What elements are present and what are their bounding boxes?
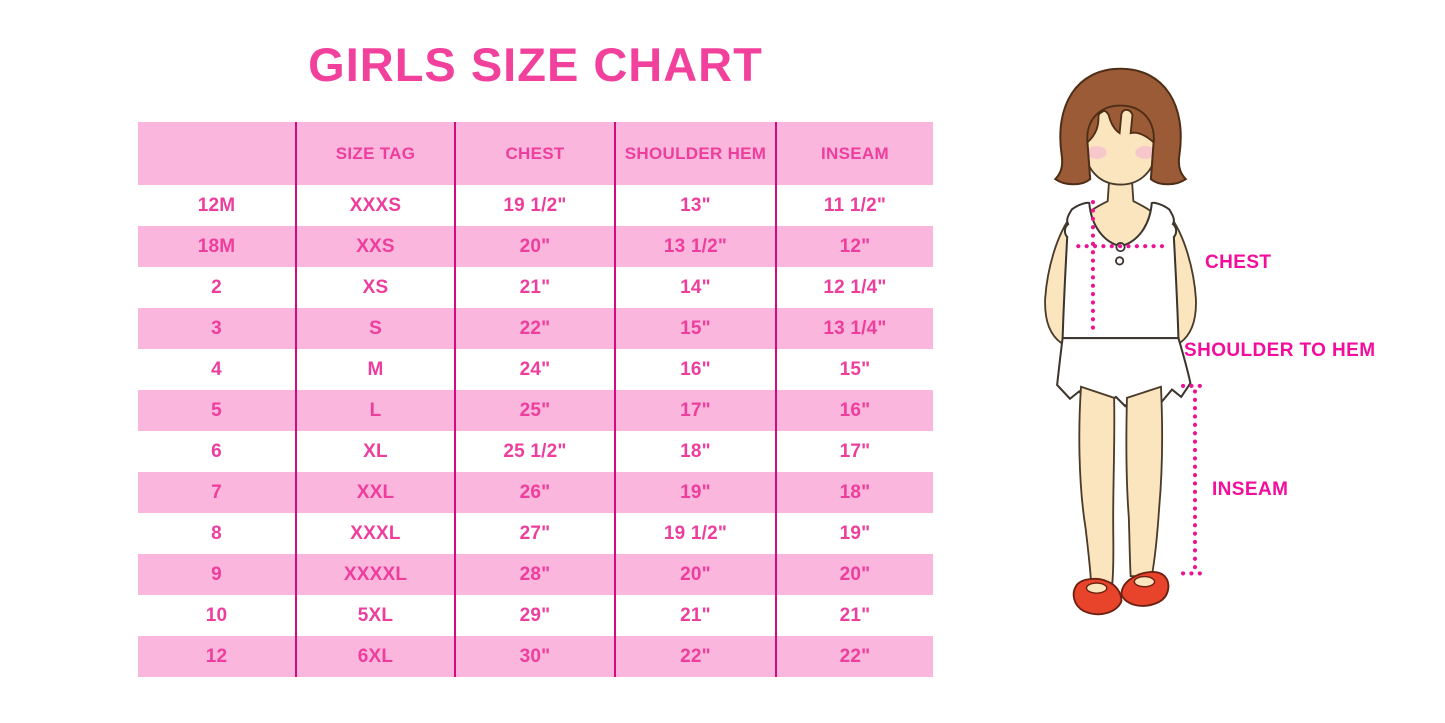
table-cell: XS bbox=[297, 267, 456, 308]
table-cell: 19" bbox=[839, 522, 871, 544]
table-cell: 19 1/2" bbox=[616, 513, 777, 554]
table-cell: 2 bbox=[138, 267, 297, 308]
girl-shoe-opening bbox=[1133, 575, 1156, 588]
table-cell: 12 1/4" bbox=[823, 276, 887, 298]
column-header: SIZE TAG bbox=[297, 122, 456, 185]
table-cell: 12M bbox=[138, 185, 297, 226]
table-cell: 10 bbox=[138, 595, 297, 636]
measurement-figure: CHEST SHOULDER TO HEM INSEAM bbox=[990, 55, 1445, 680]
table-cell: XXL bbox=[297, 472, 456, 513]
table-cell: 25 1/2" bbox=[456, 431, 616, 472]
header-row: SIZE TAG CHEST SHOULDER HEM INSEAM bbox=[138, 122, 933, 185]
table-cell: 20" bbox=[839, 563, 871, 585]
table-row: 12M XXXS 19 1/2" 13" 11 1/2" bbox=[138, 185, 933, 226]
page-title: GIRLS SIZE CHART bbox=[308, 38, 763, 91]
table-cell: 19" bbox=[616, 472, 777, 513]
girl-shoe bbox=[1072, 577, 1123, 616]
table-cell: 26" bbox=[456, 472, 616, 513]
table-cell: 22" bbox=[839, 645, 871, 667]
table-cell: 5XL bbox=[297, 595, 456, 636]
table-cell: 24" bbox=[456, 349, 616, 390]
button-detail bbox=[1115, 256, 1125, 266]
table-cell: 15" bbox=[616, 308, 777, 349]
size-table: SIZE TAG CHEST SHOULDER HEM INSEAM 12M XXXS 19… bbox=[138, 122, 933, 677]
table-cell: 12 bbox=[138, 636, 297, 677]
column-header bbox=[138, 122, 297, 185]
girl-legs bbox=[1078, 385, 1116, 585]
table-row: 9 XXXXL 28" 20" 20" bbox=[138, 554, 933, 595]
table-cell: 13 1/4" bbox=[823, 317, 887, 339]
girl-legs bbox=[1125, 385, 1164, 578]
table-cell: 12" bbox=[839, 235, 871, 257]
table-cell: 27" bbox=[456, 513, 616, 554]
table-row: 5 L 25" 17" 16" bbox=[138, 390, 933, 431]
table-cell: 6 bbox=[138, 431, 297, 472]
table-cell: XXS bbox=[297, 226, 456, 267]
table-cell: 29" bbox=[456, 595, 616, 636]
table-cell: 9 bbox=[138, 554, 297, 595]
table-cell: 16" bbox=[616, 349, 777, 390]
table-row: 8 XXXL 27" 19 1/2" 19" bbox=[138, 513, 933, 554]
table-cell: XXXXL bbox=[297, 554, 456, 595]
table-cell: 18" bbox=[616, 431, 777, 472]
table-cell: 5 bbox=[138, 390, 297, 431]
table-cell: XL bbox=[297, 431, 456, 472]
table-cell: 13 1/2" bbox=[616, 226, 777, 267]
table-cell: 6XL bbox=[297, 636, 456, 677]
table-row: 12 6XL 30" 22" 22" bbox=[138, 636, 933, 677]
table-cell: 30" bbox=[456, 636, 616, 677]
chest-label: CHEST bbox=[1205, 252, 1272, 273]
table-cell: 16" bbox=[839, 399, 871, 421]
table-cell: 13" bbox=[616, 185, 777, 226]
table-cell: 22" bbox=[616, 636, 777, 677]
girl-shoe-opening bbox=[1085, 582, 1108, 594]
table-row: 4 M 24" 16" 15" bbox=[138, 349, 933, 390]
shoulder-to-hem-label: SHOULDER TO HEM bbox=[1184, 340, 1376, 361]
table-cell: M bbox=[297, 349, 456, 390]
table-cell: 20" bbox=[616, 554, 777, 595]
table-cell: 11 1/2" bbox=[823, 194, 887, 216]
girl-shoe bbox=[1120, 571, 1170, 607]
table-cell: 17" bbox=[616, 390, 777, 431]
table-cell: 22" bbox=[456, 308, 616, 349]
table-cell: 18M bbox=[138, 226, 297, 267]
table-row: 18M XXS 20" 13 1/2" 12" bbox=[138, 226, 933, 267]
girl-skirt bbox=[1056, 337, 1192, 408]
table-cell: 17" bbox=[839, 440, 871, 462]
table-cell: 18" bbox=[839, 481, 871, 503]
table-row: 10 5XL 29" 21" 21" bbox=[138, 595, 933, 636]
table-cell: 21" bbox=[616, 595, 777, 636]
girl-bangs bbox=[1086, 104, 1155, 145]
column-header: SHOULDER HEM bbox=[616, 122, 777, 185]
table-cell: 21" bbox=[839, 604, 871, 626]
table-cell: XXXL bbox=[297, 513, 456, 554]
table-cell: 28" bbox=[456, 554, 616, 595]
table-cell: 25" bbox=[456, 390, 616, 431]
girl-blush bbox=[1135, 145, 1156, 159]
table-cell: 8 bbox=[138, 513, 297, 554]
table-cell: 21" bbox=[456, 267, 616, 308]
table-cell: 15" bbox=[839, 358, 871, 380]
table-cell: 4 bbox=[138, 349, 297, 390]
table-row: 6 XL 25 1/2" 18" 17" bbox=[138, 431, 933, 472]
table-cell: S bbox=[297, 308, 456, 349]
inseam-label: INSEAM bbox=[1212, 479, 1289, 500]
table-cell: L bbox=[297, 390, 456, 431]
girl-illustration bbox=[1044, 67, 1209, 616]
column-header: INSEAM bbox=[821, 143, 889, 163]
girl-blush bbox=[1086, 145, 1107, 159]
table-row: 7 XXL 26" 19" 18" bbox=[138, 472, 933, 513]
table-cell: 19 1/2" bbox=[456, 185, 616, 226]
table-cell: XXXS bbox=[297, 185, 456, 226]
table-row: 2 XS 21" 14" 12 1/4" bbox=[138, 267, 933, 308]
table-cell: 7 bbox=[138, 472, 297, 513]
table-cell: 14" bbox=[616, 267, 777, 308]
table-row: 3 S 22" 15" 13 1/4" bbox=[138, 308, 933, 349]
table-cell: 3 bbox=[138, 308, 297, 349]
column-header: CHEST bbox=[456, 122, 616, 185]
table-cell: 20" bbox=[456, 226, 616, 267]
